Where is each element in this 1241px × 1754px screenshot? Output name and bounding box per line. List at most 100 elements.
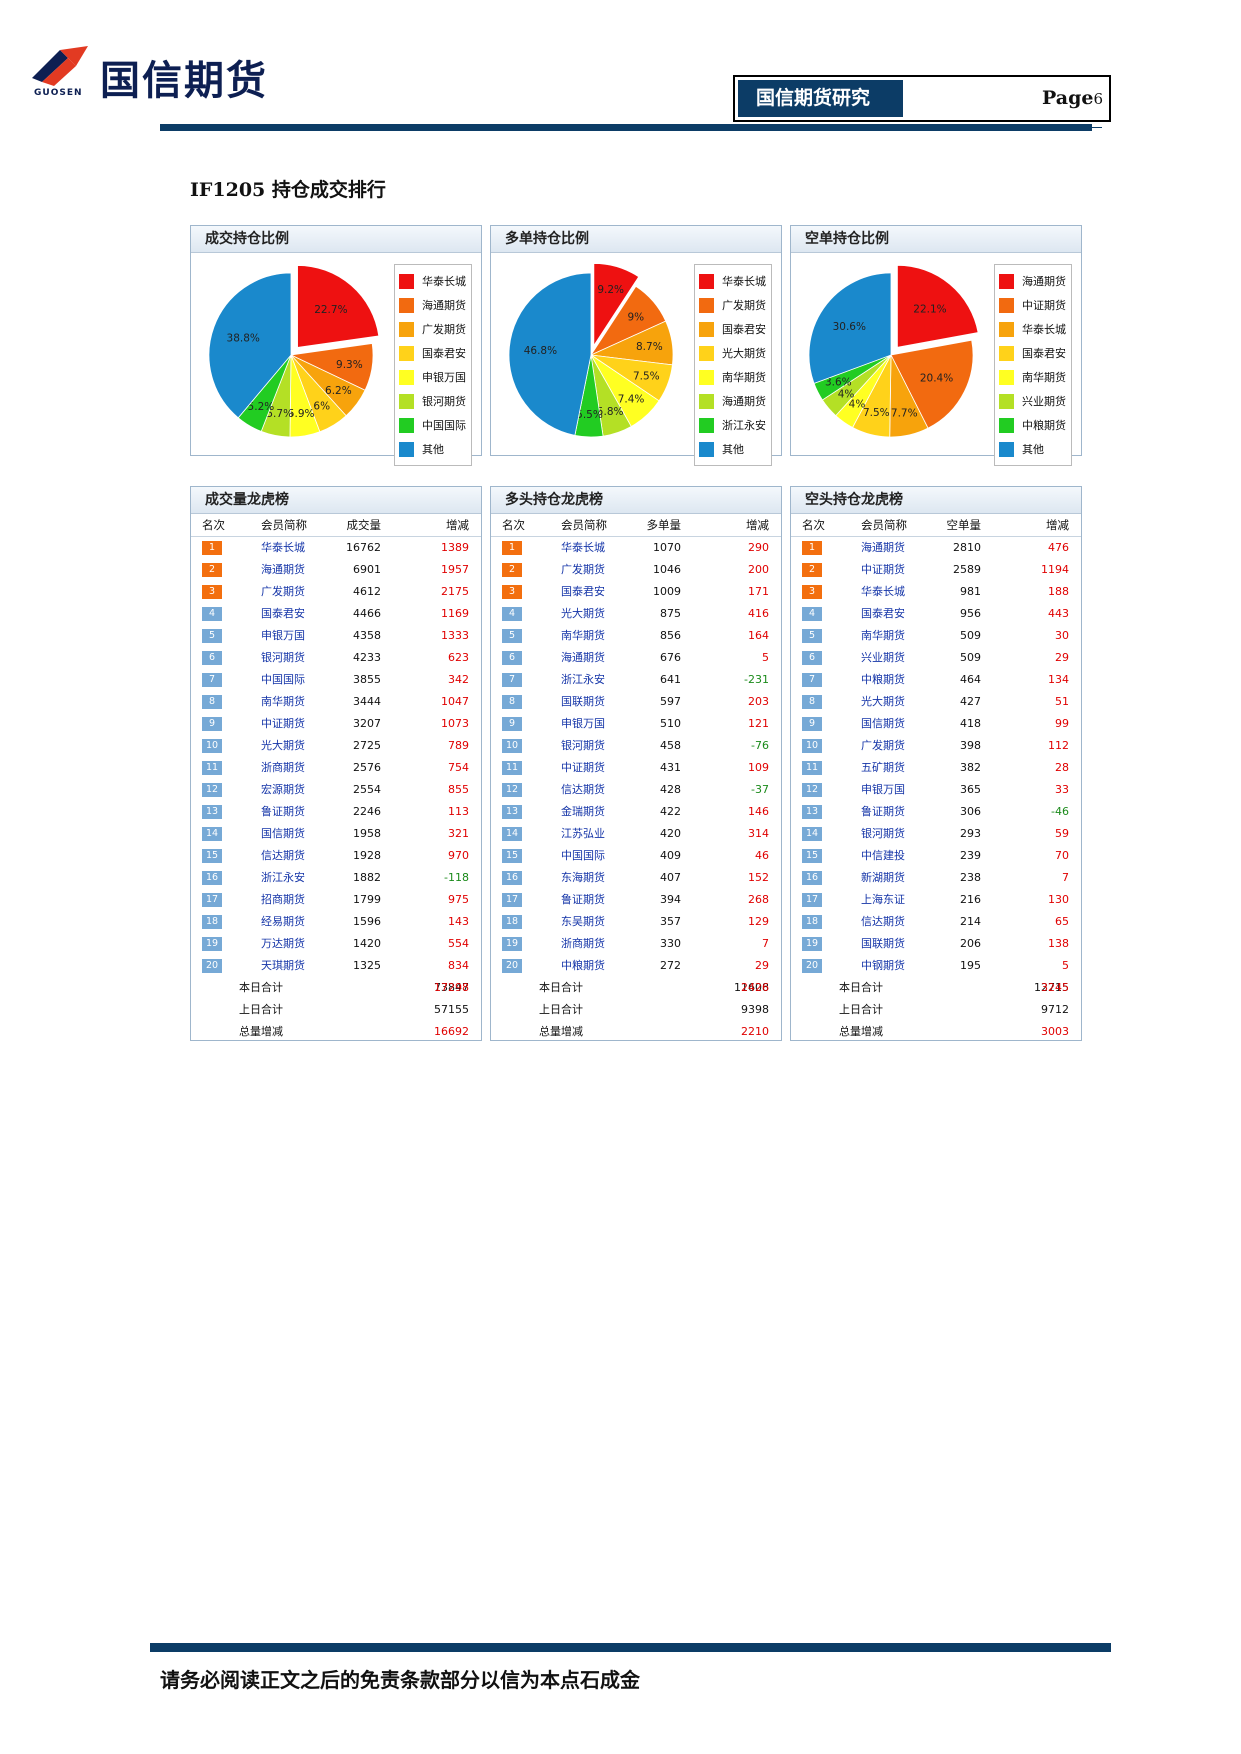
table-header-row: 名次 会员简称 空单量 增减: [791, 514, 1081, 537]
volume-value: 272: [660, 959, 681, 972]
table-row: 4 光大期货 875 416: [491, 603, 781, 625]
legend-label: 海通期货: [1022, 275, 1066, 288]
member-name: 兴业期货: [861, 651, 905, 664]
volume-value: 4358: [353, 629, 381, 642]
summary-value: 57155: [434, 1003, 469, 1016]
volume-value: 216: [960, 893, 981, 906]
legend-label: 海通期货: [722, 395, 766, 408]
change-value: 975: [448, 893, 469, 906]
change-value: 789: [448, 739, 469, 752]
volume-value: 238: [960, 871, 981, 884]
table-row: 14 银河期货 293 59: [791, 823, 1081, 845]
member-name: 经易期货: [261, 915, 305, 928]
change-value: 59: [1055, 827, 1069, 840]
pie-slice: [808, 272, 892, 384]
legend-label: 申银万国: [422, 371, 466, 384]
rank-badge: 9: [202, 717, 222, 731]
volume-value: 2554: [353, 783, 381, 796]
pie-slice-label: 7.7%: [891, 408, 918, 420]
rank-badge: 19: [502, 937, 522, 951]
table-row: 6 兴业期货 509 29: [791, 647, 1081, 669]
table-row: 2 中证期货 2589 1194: [791, 559, 1081, 581]
volume-value: 394: [660, 893, 681, 906]
rank-badge: 1: [502, 541, 522, 555]
rank-badge: 9: [502, 717, 522, 731]
table-row: 19 浙商期货 330 7: [491, 933, 781, 955]
rank-badge: 18: [202, 915, 222, 929]
rank-badge: 11: [502, 761, 522, 775]
column-header: 会员简称: [561, 518, 607, 532]
table-row: 1 华泰长城 1070 290: [491, 537, 781, 559]
rank-badge: 5: [202, 629, 222, 643]
rank-badge: 13: [502, 805, 522, 819]
pie-legend: 海通期货 中证期货 华泰长城 国泰君安 南华期货 兴业期货 中粮期货 其他: [994, 264, 1072, 466]
change-value: 1194: [1041, 563, 1069, 576]
footer-disclaimer: 请务必阅读正文之后的免责条款部分以信为本点石成金: [160, 1668, 640, 1692]
rank-table-body: 名次 会员简称 成交量 增减 1 华泰长城 16762 1389 2 海通期货 6901 1957 3 广…: [191, 514, 481, 1043]
volume-value: 357: [660, 915, 681, 928]
summary-value: 12715: [1034, 981, 1069, 994]
legend-item: 中粮期货: [995, 413, 1071, 437]
summary-label: 上日合计: [239, 1003, 283, 1016]
pie-slice: [297, 265, 380, 348]
summary-row: 本日合计 11608 2426: [491, 977, 781, 999]
pie-slice-label: 9%: [627, 312, 644, 324]
table-row: 5 南华期货 856 164: [491, 625, 781, 647]
rank-badge: 1: [202, 541, 222, 555]
rank-badge: 19: [202, 937, 222, 951]
change-value: 268: [748, 893, 769, 906]
legend-swatch: [999, 417, 1014, 433]
legend-label: 海通期货: [422, 299, 466, 312]
member-name: 信达期货: [561, 783, 605, 796]
table-row: 10 广发期货 398 112: [791, 735, 1081, 757]
change-value: 46: [755, 849, 769, 862]
pie-slice-label: 38.8%: [227, 333, 260, 345]
legend-label: 浙江永安: [722, 419, 766, 432]
member-name: 南华期货: [561, 629, 605, 642]
legend-swatch: [699, 441, 714, 457]
change-value: 476: [1048, 541, 1069, 554]
change-value: 171: [748, 585, 769, 598]
rank-badge: 1: [802, 541, 822, 555]
summary-change: 3245: [1041, 981, 1069, 994]
summary-row: 本日合计 12715 3245: [791, 977, 1081, 999]
pie-slice-label: 46.8%: [524, 345, 557, 357]
member-name: 浙江永安: [561, 673, 605, 686]
column-header: 增减: [746, 518, 769, 532]
legend-item: 国泰君安: [395, 341, 471, 365]
rank-badge: 12: [802, 783, 822, 797]
legend-swatch: [699, 297, 714, 313]
rank-badge: 2: [802, 563, 822, 577]
member-name: 海通期货: [561, 651, 605, 664]
table-row: 7 中国国际 3855 342: [191, 669, 481, 691]
change-value: -46: [1051, 805, 1069, 818]
brand-name-en: GUOSEN: [34, 88, 83, 98]
legend-item: 南华期货: [995, 365, 1071, 389]
legend-item: 国泰君安: [695, 317, 771, 341]
volume-value: 239: [960, 849, 981, 862]
pie-slice-label: 7.5%: [633, 371, 660, 383]
member-name: 上海东证: [861, 893, 905, 906]
summary-value: 9398: [741, 1003, 769, 1016]
table-row: 14 江苏弘业 420 314: [491, 823, 781, 845]
pie-slice-label: 7.5%: [863, 407, 890, 419]
change-value: 342: [448, 673, 469, 686]
member-name: 东海期货: [561, 871, 605, 884]
table-row: 20 中粮期货 272 29: [491, 955, 781, 977]
change-value: 138: [1048, 937, 1069, 950]
member-name: 信达期货: [861, 915, 905, 928]
member-name: 信达期货: [261, 849, 305, 862]
pie-slice-label: 6.2%: [325, 385, 352, 397]
summary-row: 总量增减 3003: [791, 1021, 1081, 1043]
pie-slice: [890, 339, 974, 429]
page-number: 6: [1093, 90, 1103, 108]
rank-badge: 18: [502, 915, 522, 929]
table-row: 19 万达期货 1420 554: [191, 933, 481, 955]
member-name: 广发期货: [261, 585, 305, 598]
change-value: 203: [748, 695, 769, 708]
change-value: 855: [448, 783, 469, 796]
change-value: 129: [748, 915, 769, 928]
research-label: 国信期货研究: [738, 80, 903, 117]
change-value: 970: [448, 849, 469, 862]
member-name: 银河期货: [261, 651, 305, 664]
